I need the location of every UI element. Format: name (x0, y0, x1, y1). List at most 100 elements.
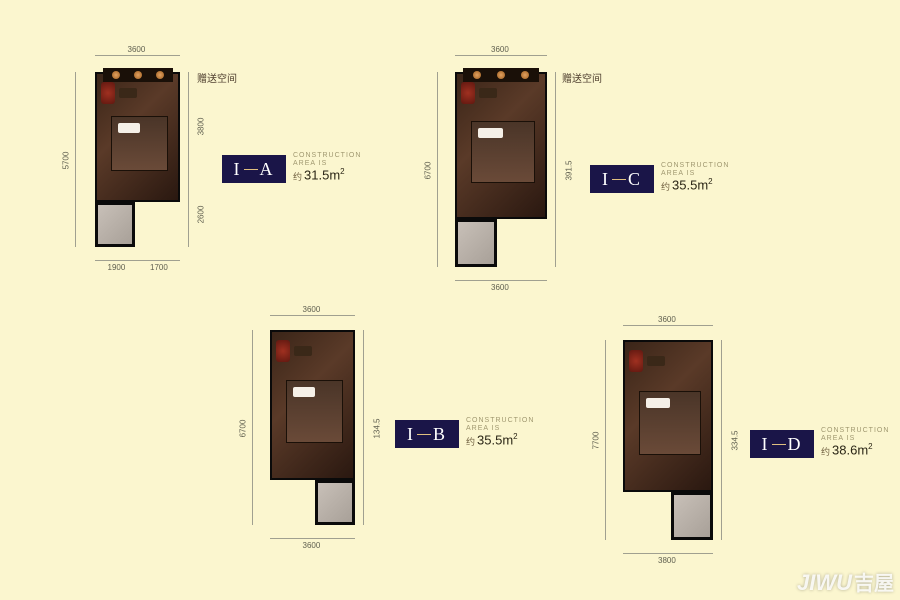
area-caption: CONSTRUCTIONAREA IS (293, 152, 361, 167)
bed-pillow (646, 398, 670, 408)
area-caption: CONSTRUCTIONAREA IS (661, 162, 729, 177)
type-badge-C: IC (590, 165, 654, 193)
dim-label: 1700 (150, 263, 168, 272)
bath-floor (457, 221, 495, 265)
area-caption: CONSTRUCTIONAREA IS (466, 417, 534, 432)
balcony-dot (497, 71, 505, 79)
badge-part-2: D (788, 434, 803, 455)
dim-line (188, 180, 189, 247)
badge-separator (244, 169, 258, 170)
side-table (119, 88, 137, 98)
badge-part-1: I (602, 169, 610, 190)
bed (639, 391, 701, 455)
bath-floor (317, 482, 353, 523)
balcony-dot (134, 71, 142, 79)
dim-line (95, 260, 140, 261)
balcony-dot (156, 71, 164, 79)
bathroom-D (671, 492, 713, 540)
area-caption: CONSTRUCTIONAREA IS (821, 427, 889, 442)
dim-label: 3800 (196, 118, 205, 136)
badge-part-2: C (628, 169, 642, 190)
dim-label: 3800 (658, 556, 676, 565)
area-value: 约35.5m2 (466, 432, 534, 447)
floorplan-A (95, 72, 180, 202)
badge-part-2: A (260, 159, 275, 180)
dim-label: 3600 (303, 305, 321, 314)
dim-label: 6700 (238, 419, 247, 437)
type-badge-B: IB (395, 420, 459, 448)
badge-separator (612, 179, 626, 180)
bed (471, 121, 535, 183)
dim-label: 7700 (591, 432, 600, 450)
badge-separator (417, 434, 431, 435)
dim-label: 3600 (491, 283, 509, 292)
dim-line (363, 330, 364, 525)
couch (101, 82, 115, 104)
area-block-A: CONSTRUCTIONAREA IS约31.5m2 (293, 152, 361, 183)
dim-label: 134.5 (373, 418, 382, 438)
type-badge-A: IA (222, 155, 286, 183)
dim-label: 6700 (423, 161, 432, 179)
bathroom-C (455, 219, 497, 267)
dim-label: 3600 (303, 541, 321, 550)
dim-line (623, 325, 713, 326)
balcony-dot (521, 71, 529, 79)
couch (461, 82, 475, 104)
couch (629, 350, 643, 372)
dim-label: 2600 (196, 205, 205, 223)
dim-line (270, 538, 355, 539)
dim-line (75, 72, 76, 247)
dim-line (270, 315, 355, 316)
gift-label-A: 赠送空间 (197, 70, 237, 85)
gift-label-C: 赠送空间 (562, 70, 602, 85)
watermark: JIWU 吉屋 (797, 567, 894, 596)
floorplan-B (270, 330, 355, 480)
dim-label: 5700 (61, 151, 70, 169)
dim-label: 3600 (658, 315, 676, 324)
couch (276, 340, 290, 362)
bed-pillow (293, 387, 315, 397)
dim-line (455, 280, 547, 281)
bed-pillow (118, 123, 140, 133)
dim-line (95, 55, 180, 56)
bed-pillow (478, 128, 503, 138)
dim-label: 1900 (108, 263, 126, 272)
dim-line (188, 72, 189, 180)
badge-part-1: I (234, 159, 242, 180)
balcony-dot (473, 71, 481, 79)
area-block-B: CONSTRUCTIONAREA IS约35.5m2 (466, 417, 534, 448)
balcony-dot (112, 71, 120, 79)
bathroom-B (315, 480, 355, 525)
dim-line (721, 340, 722, 540)
type-badge-D: ID (750, 430, 814, 458)
watermark-cn: 吉屋 (854, 567, 894, 596)
bathroom-A (95, 202, 135, 247)
dim-line (140, 260, 180, 261)
area-value: 约38.6m2 (821, 442, 889, 457)
badge-part-1: I (762, 434, 770, 455)
side-table (479, 88, 497, 98)
area-block-D: CONSTRUCTIONAREA IS约38.6m2 (821, 427, 889, 458)
badge-separator (772, 444, 786, 445)
floorplan-C (455, 72, 547, 219)
area-value: 约35.5m2 (661, 177, 729, 192)
bed (286, 380, 343, 443)
dim-line (605, 340, 606, 540)
dim-line (455, 55, 547, 56)
dim-label: 3600 (128, 45, 146, 54)
bath-floor (673, 494, 711, 538)
balcony-C (463, 68, 539, 82)
dim-label: 391.5 (565, 160, 574, 180)
side-table (647, 356, 665, 366)
badge-part-1: I (407, 424, 415, 445)
bed (111, 116, 168, 171)
side-table (294, 346, 312, 356)
balcony-A (103, 68, 173, 82)
area-value: 约31.5m2 (293, 167, 361, 182)
badge-part-2: B (433, 424, 447, 445)
area-block-C: CONSTRUCTIONAREA IS约35.5m2 (661, 162, 729, 193)
dim-line (555, 72, 556, 267)
dim-label: 3600 (491, 45, 509, 54)
dim-line (252, 330, 253, 525)
bath-floor (97, 204, 133, 245)
